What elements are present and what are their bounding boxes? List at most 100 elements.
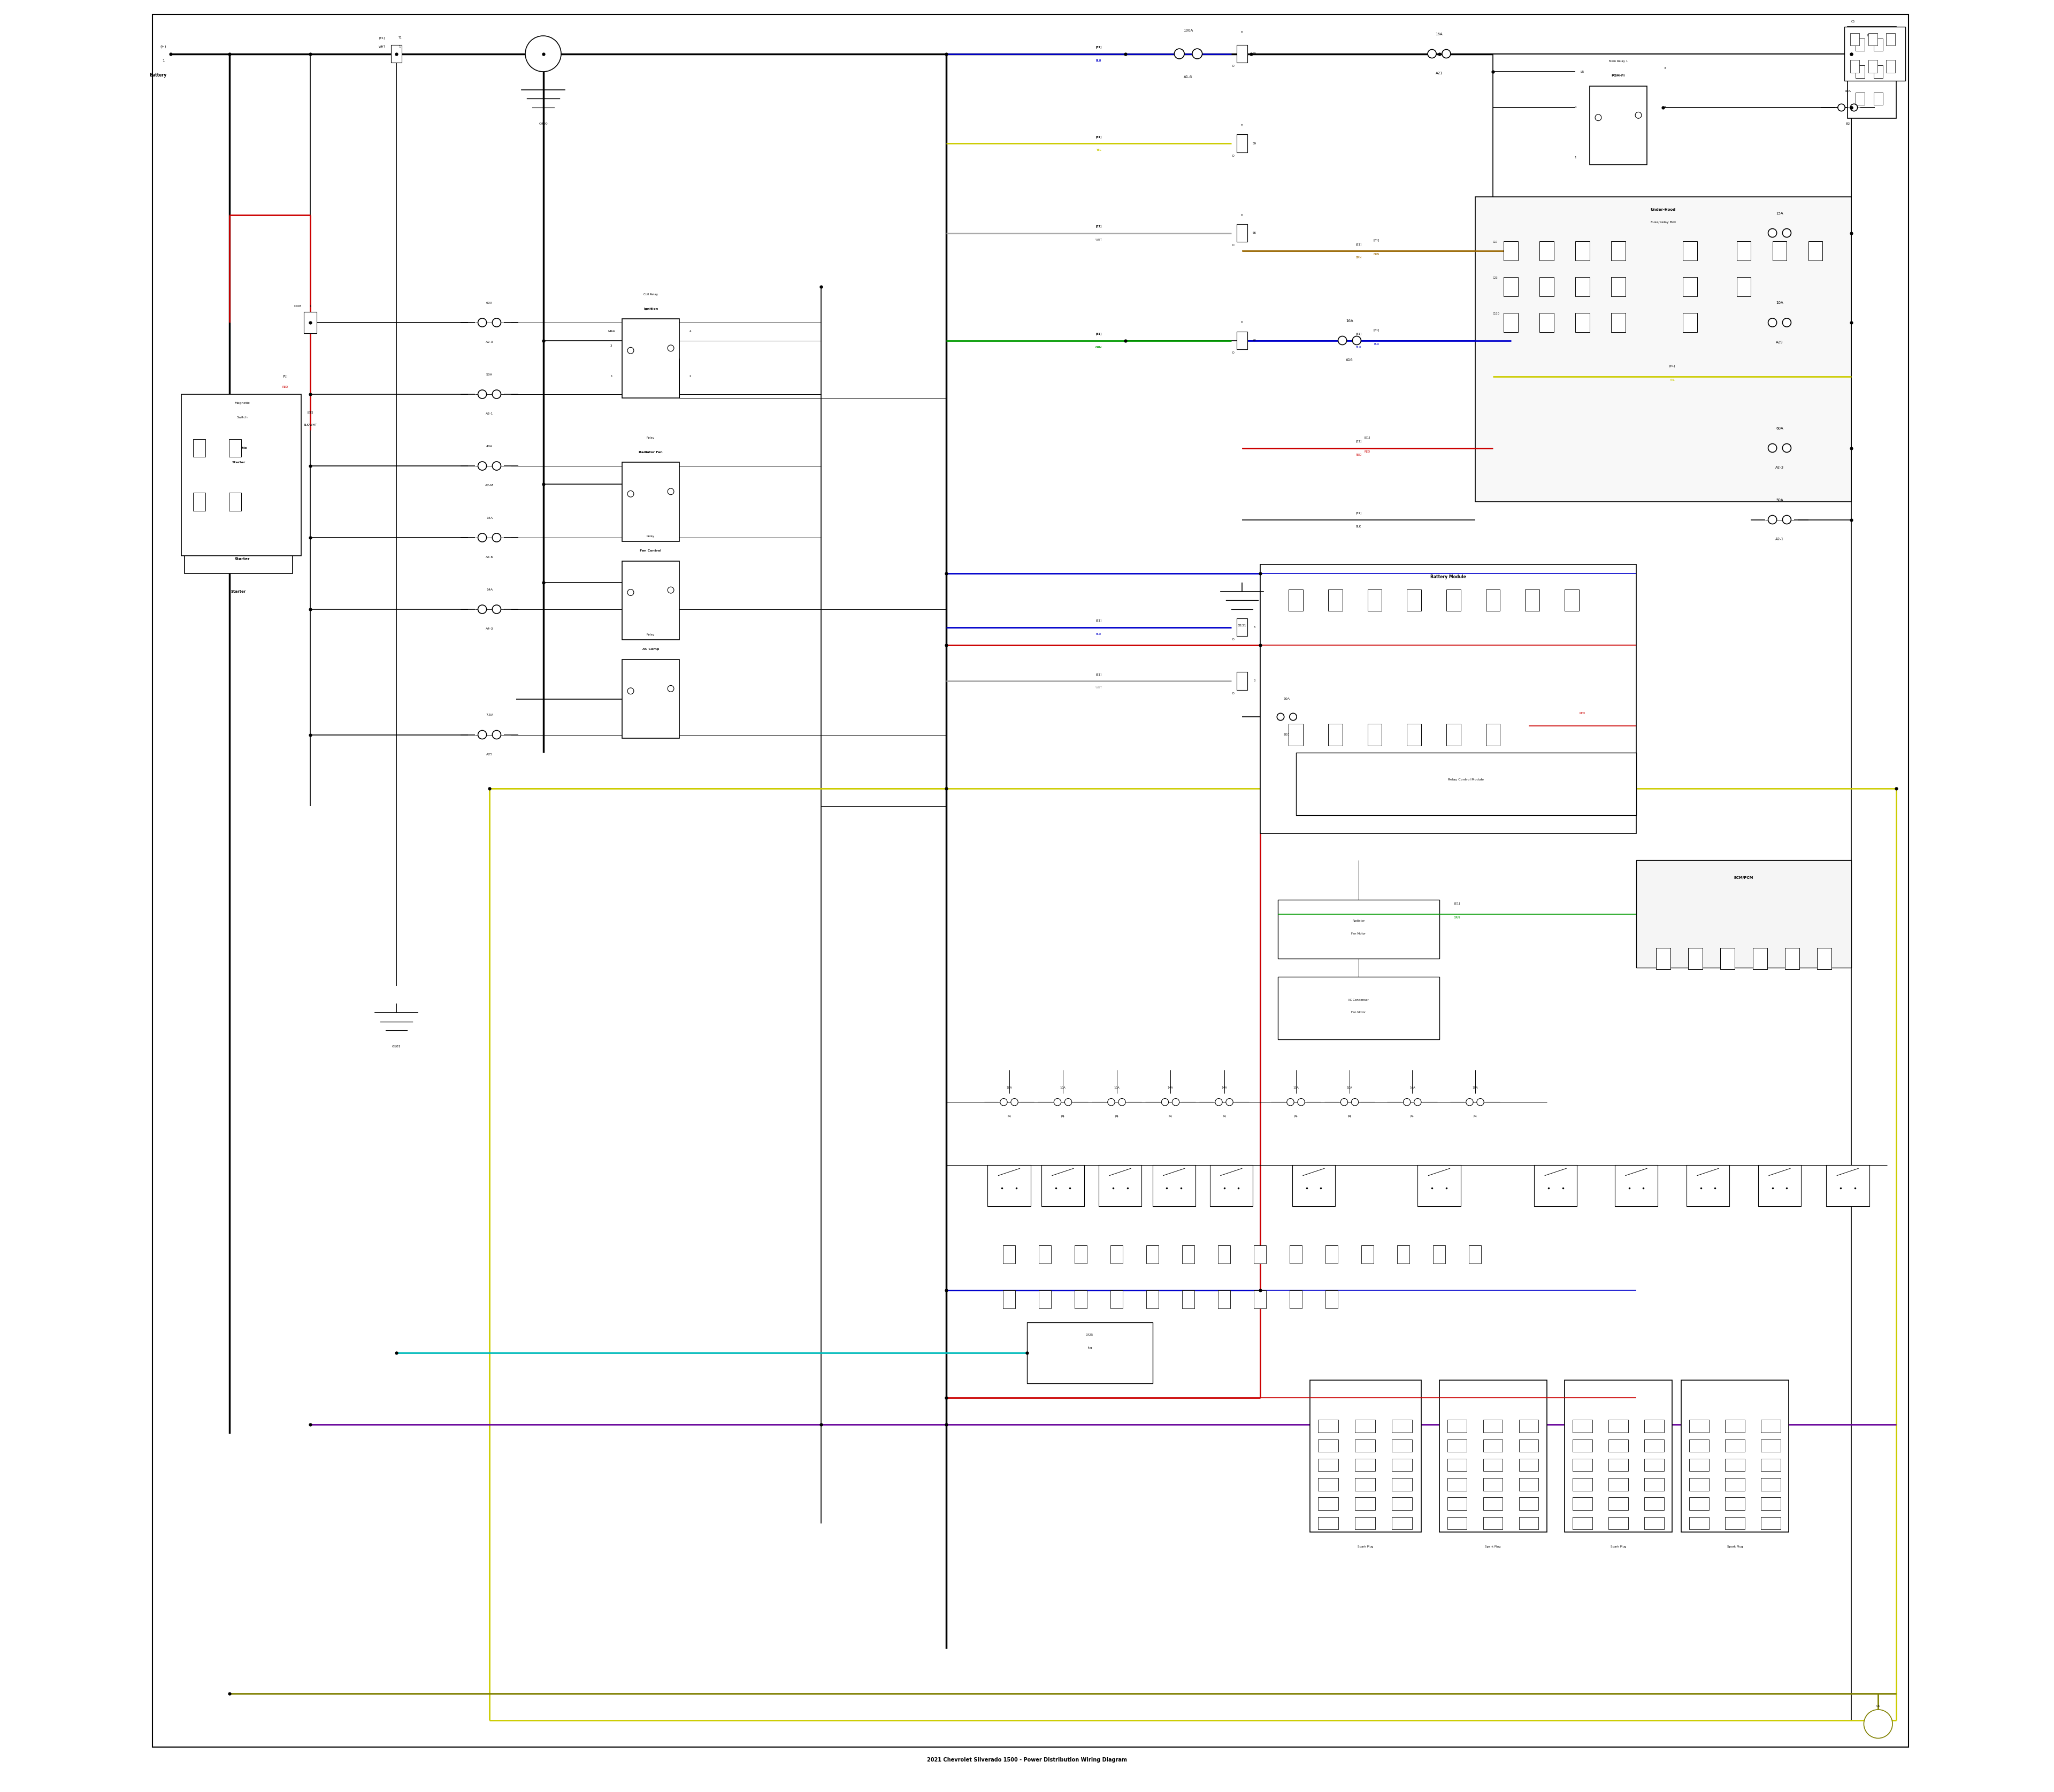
Bar bbox=[1237, 45, 1247, 63]
Text: WHT: WHT bbox=[1095, 238, 1103, 240]
Bar bbox=[1540, 314, 1553, 333]
Text: P4: P4 bbox=[1115, 1115, 1117, 1118]
Circle shape bbox=[668, 489, 674, 495]
Bar bbox=[1688, 948, 1703, 969]
Bar bbox=[193, 439, 205, 457]
Bar bbox=[1610, 240, 1625, 260]
Bar bbox=[1356, 1419, 1376, 1432]
Bar bbox=[1483, 1516, 1504, 1530]
Text: D: D bbox=[1241, 321, 1243, 324]
Bar bbox=[1356, 1478, 1376, 1491]
Bar bbox=[390, 45, 403, 63]
Bar bbox=[1575, 276, 1590, 296]
Text: Spark Plug: Spark Plug bbox=[1485, 1545, 1501, 1548]
Text: RED: RED bbox=[1364, 450, 1370, 453]
Bar bbox=[1325, 1245, 1337, 1263]
Bar bbox=[1725, 1419, 1744, 1432]
Circle shape bbox=[479, 391, 487, 398]
Bar bbox=[1356, 1516, 1376, 1530]
Text: M44: M44 bbox=[608, 330, 614, 333]
Bar bbox=[1688, 1439, 1709, 1452]
Circle shape bbox=[1413, 1098, 1421, 1106]
Text: [E1]: [E1] bbox=[1374, 328, 1380, 332]
Bar bbox=[1475, 197, 1851, 502]
Bar bbox=[1393, 1478, 1413, 1491]
Text: 60A: 60A bbox=[1777, 426, 1783, 430]
Circle shape bbox=[1226, 1098, 1232, 1106]
Text: A2-1: A2-1 bbox=[485, 412, 493, 416]
Text: C408: C408 bbox=[294, 305, 302, 308]
Bar bbox=[1534, 1165, 1577, 1206]
Bar bbox=[1278, 977, 1440, 1039]
Text: Magnetic: Magnetic bbox=[230, 446, 246, 450]
Bar bbox=[1688, 1516, 1709, 1530]
Bar bbox=[1725, 1439, 1744, 1452]
Bar bbox=[1518, 1478, 1538, 1491]
Text: Magnetic: Magnetic bbox=[234, 401, 251, 405]
Text: P4: P4 bbox=[1006, 1115, 1011, 1118]
Bar bbox=[1237, 672, 1247, 690]
Circle shape bbox=[479, 534, 487, 541]
Bar bbox=[1039, 1245, 1052, 1263]
Circle shape bbox=[1117, 1098, 1126, 1106]
Circle shape bbox=[1428, 50, 1436, 57]
Text: 14A: 14A bbox=[1222, 1086, 1226, 1090]
Text: [E1]: [E1] bbox=[1356, 441, 1362, 443]
Text: 10A: 10A bbox=[1473, 1086, 1477, 1090]
Bar bbox=[1573, 1439, 1592, 1452]
Text: Spark Plug: Spark Plug bbox=[1358, 1545, 1374, 1548]
Circle shape bbox=[668, 588, 674, 593]
Bar bbox=[1292, 1165, 1335, 1206]
Text: GRN: GRN bbox=[1454, 916, 1460, 919]
Text: 2021 Chevrolet Silverado 1500 - Power Distribution Wiring Diagram: 2021 Chevrolet Silverado 1500 - Power Di… bbox=[926, 1758, 1128, 1762]
Text: A29: A29 bbox=[1777, 340, 1783, 344]
Bar bbox=[1111, 1290, 1124, 1308]
Text: Under-Hood: Under-Hood bbox=[1651, 208, 1676, 211]
Text: A21: A21 bbox=[1436, 72, 1442, 75]
Text: ECM/PCM: ECM/PCM bbox=[1734, 876, 1754, 880]
Bar bbox=[1575, 314, 1590, 333]
Circle shape bbox=[493, 731, 501, 738]
Text: [E1]: [E1] bbox=[378, 36, 384, 39]
Bar bbox=[1483, 1419, 1504, 1432]
Text: Spark Plug: Spark Plug bbox=[1727, 1545, 1742, 1548]
Text: 14A: 14A bbox=[1167, 1086, 1173, 1090]
Text: Relay: Relay bbox=[647, 634, 655, 636]
Circle shape bbox=[1783, 444, 1791, 452]
Text: 16A: 16A bbox=[1436, 32, 1442, 36]
Text: [E1]: [E1] bbox=[1670, 364, 1676, 367]
Bar bbox=[1253, 1290, 1265, 1308]
Text: [E1]: [E1] bbox=[1095, 136, 1101, 138]
Bar bbox=[1540, 276, 1553, 296]
Text: BLU: BLU bbox=[1374, 342, 1378, 346]
Bar bbox=[1608, 1478, 1629, 1491]
Bar bbox=[1752, 948, 1766, 969]
Bar bbox=[1565, 590, 1580, 611]
Bar bbox=[1573, 1419, 1592, 1432]
Text: 10A: 10A bbox=[1113, 1086, 1119, 1090]
Text: GRN: GRN bbox=[1095, 346, 1101, 348]
Text: Starter: Starter bbox=[232, 461, 244, 464]
Text: Relay Control Module: Relay Control Module bbox=[1448, 778, 1483, 781]
Bar bbox=[1873, 91, 1884, 104]
Text: 10A: 10A bbox=[1347, 1086, 1352, 1090]
Bar bbox=[1319, 1439, 1339, 1452]
Bar bbox=[1448, 1419, 1467, 1432]
Bar bbox=[1637, 860, 1851, 968]
Text: P4: P4 bbox=[1062, 1115, 1064, 1118]
Bar bbox=[1688, 1498, 1709, 1511]
Text: AC Comp: AC Comp bbox=[643, 649, 659, 650]
Circle shape bbox=[1175, 48, 1185, 59]
Text: RED: RED bbox=[1356, 453, 1362, 455]
Text: 42: 42 bbox=[1253, 339, 1257, 342]
Text: [E1]: [E1] bbox=[1356, 244, 1362, 246]
Text: 50A: 50A bbox=[487, 373, 493, 376]
Text: C23: C23 bbox=[1493, 276, 1497, 280]
Bar bbox=[1504, 240, 1518, 260]
Bar bbox=[1760, 1498, 1781, 1511]
Text: (+): (+) bbox=[160, 45, 166, 48]
Bar bbox=[185, 430, 292, 573]
Bar bbox=[988, 1165, 1031, 1206]
Bar bbox=[1448, 1439, 1467, 1452]
Bar bbox=[1682, 314, 1697, 333]
